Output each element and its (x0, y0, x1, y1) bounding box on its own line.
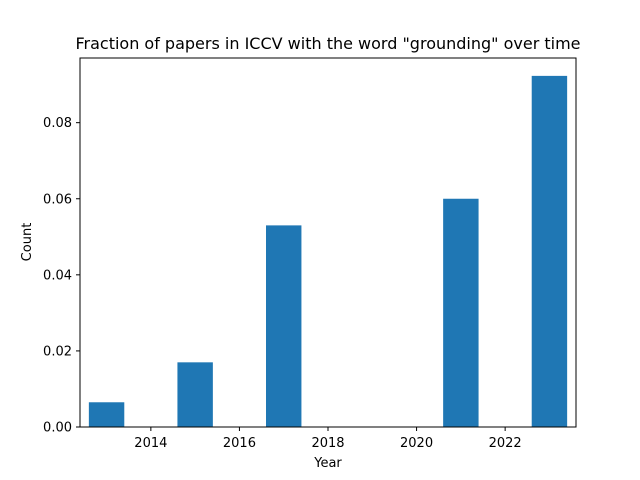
bars-group (88, 75, 568, 427)
bar-2023 (531, 75, 568, 427)
chart-title: Fraction of papers in ICCV with the word… (75, 34, 580, 53)
x-tick-label: 2016 (223, 436, 256, 451)
bar-2017 (266, 225, 302, 427)
x-tick-label: 2022 (489, 436, 522, 451)
y-axis-ticks: 0.00 0.02 0.04 0.06 0.08 (43, 116, 80, 436)
x-axis-label: Year (313, 456, 342, 471)
x-tick-label: 2014 (134, 436, 167, 451)
x-tick-label: 2020 (400, 436, 433, 451)
y-tick-label: 0.04 (43, 268, 72, 283)
y-tick-label: 0.06 (43, 192, 72, 207)
y-axis-label: Count (20, 223, 35, 262)
bar-2021 (443, 198, 479, 427)
y-tick-label: 0.00 (43, 421, 72, 436)
bar-2013 (88, 402, 125, 427)
y-tick-label: 0.08 (43, 116, 72, 131)
bar-2015 (177, 362, 213, 427)
x-axis-ticks: 2014 2016 2018 2020 2022 (134, 427, 522, 451)
x-tick-label: 2018 (311, 436, 344, 451)
y-tick-label: 0.02 (43, 344, 72, 359)
plot-frame (79, 57, 577, 428)
